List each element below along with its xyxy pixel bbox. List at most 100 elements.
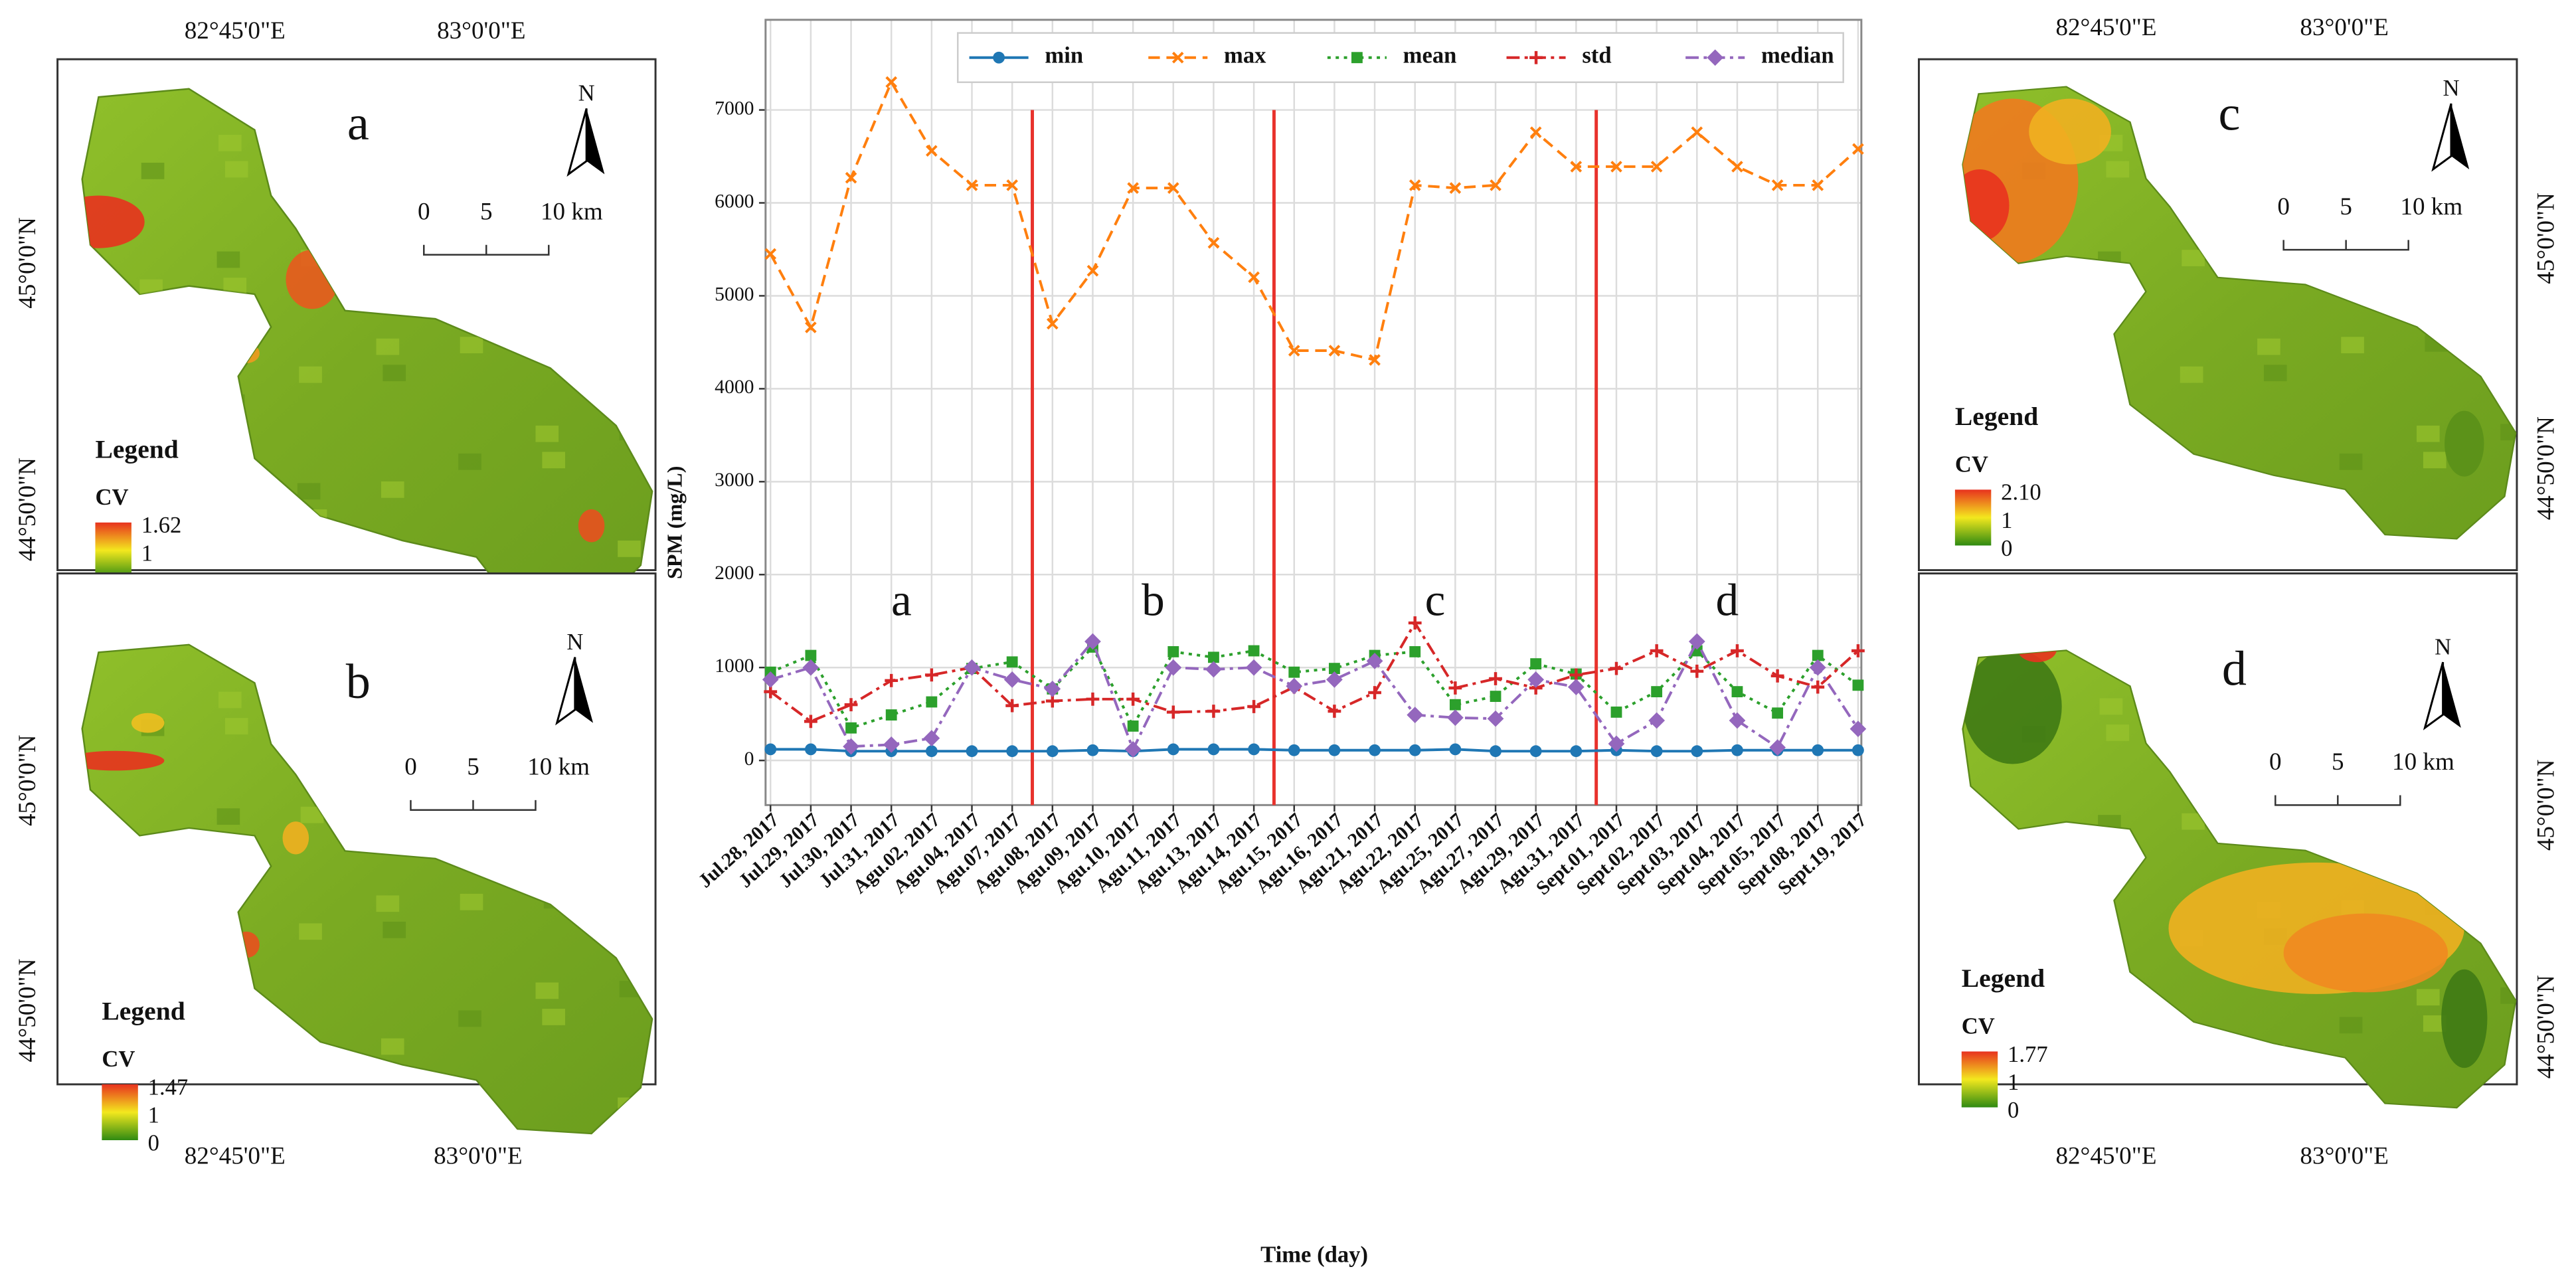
point (1245, 659, 1262, 676)
point (1729, 712, 1746, 729)
point (924, 668, 938, 682)
texture (383, 921, 406, 938)
lake-map (81, 643, 653, 1135)
scale-label: 0 (2277, 193, 2290, 220)
cv-label: 1 (141, 541, 153, 566)
point (1127, 720, 1139, 732)
coordinate-label: 45°0'0"N (2532, 760, 2559, 851)
coordinate-label: 44°50'0"N (2532, 416, 2559, 520)
north-label: N (566, 630, 583, 655)
point (1809, 659, 1826, 676)
hotspot (2017, 650, 2057, 663)
point (1086, 692, 1100, 706)
coordinate-label: 45°0'0"N (14, 217, 41, 309)
point (1207, 236, 1220, 249)
point (1084, 633, 1101, 650)
period-label: c (1425, 574, 1446, 625)
coordinate-label: 82°45'0"E (2055, 14, 2156, 41)
cv-label: 1 (2001, 508, 2012, 533)
hotspot (2029, 98, 2111, 165)
point (1849, 721, 1867, 737)
north-label: N (578, 81, 595, 106)
cv-label: 1.47 (148, 1074, 189, 1100)
point (1690, 664, 1704, 678)
coordinate-label: 83°0'0"E (2300, 14, 2389, 41)
point (1570, 161, 1583, 173)
texture (2417, 989, 2440, 1006)
point (1409, 179, 1421, 191)
texture (376, 338, 400, 355)
scale-label: 5 (2340, 193, 2352, 220)
texture (299, 923, 322, 940)
texture (535, 982, 559, 999)
hotspot (131, 713, 165, 733)
y-tick-label: 7000 (715, 98, 754, 119)
point (883, 736, 900, 753)
scale-bar (423, 244, 550, 256)
point (1003, 671, 1021, 688)
cv-title: CV (1962, 1014, 1995, 1039)
texture (2498, 1104, 2516, 1108)
point (1248, 645, 1260, 657)
point (1812, 179, 1824, 191)
point (764, 248, 777, 260)
cv-title: CV (102, 1047, 135, 1072)
point (1167, 646, 1179, 657)
point (1731, 744, 1743, 756)
cv-label: 1 (148, 1102, 159, 1128)
texture (2180, 366, 2203, 383)
point (1770, 669, 1784, 683)
cv-title: CV (1955, 452, 1988, 477)
point (1731, 161, 1743, 173)
legend-box (957, 32, 1844, 84)
scale-bar (2282, 240, 2409, 251)
y-tick-label: 5000 (715, 284, 754, 305)
texture (2417, 425, 2440, 442)
series-line (769, 79, 1859, 362)
point (762, 671, 779, 688)
texture (2257, 338, 2280, 355)
texture (460, 337, 483, 354)
y-tick-label: 2000 (715, 562, 754, 584)
point (845, 722, 857, 734)
legend-label: mean (1403, 43, 1457, 68)
coordinate-label: 82°45'0"E (185, 1143, 286, 1170)
coordinate-label: 44°50'0"N (14, 458, 41, 561)
scale-label: 10 km (527, 753, 590, 780)
point (764, 743, 777, 756)
texture (2423, 452, 2447, 469)
coordinate-label: 44°50'0"N (14, 958, 41, 1062)
north-label: N (2435, 634, 2451, 659)
cv-label: 1.62 (141, 513, 182, 538)
cv-colorbar (1954, 489, 1992, 546)
point (1530, 658, 1542, 670)
cv-colorbar (102, 1084, 138, 1140)
series-line (770, 748, 1858, 753)
point (1769, 739, 1786, 756)
scale-label: 5 (2332, 748, 2344, 776)
scale-label: 0 (418, 198, 430, 225)
point (1046, 745, 1059, 758)
point (845, 171, 857, 184)
texture (383, 365, 406, 382)
point (923, 730, 940, 746)
texture (2500, 424, 2516, 441)
point (1124, 740, 1142, 758)
point (1127, 182, 1139, 194)
y-tick-label: 4000 (715, 377, 754, 398)
point (1811, 680, 1825, 694)
texture (458, 1010, 481, 1027)
point (1248, 271, 1260, 284)
point (1691, 126, 1703, 138)
point (925, 745, 938, 758)
coordinate-label: 83°0'0"E (2300, 1143, 2389, 1170)
point (1731, 644, 1744, 657)
point (1449, 182, 1462, 194)
point (804, 715, 817, 728)
cv-title: CV (95, 485, 128, 510)
texture (542, 452, 566, 469)
coordinate-label: 82°45'0"E (2055, 1143, 2156, 1170)
point (1448, 681, 1462, 695)
cv-label: 1.77 (2008, 1042, 2048, 1067)
